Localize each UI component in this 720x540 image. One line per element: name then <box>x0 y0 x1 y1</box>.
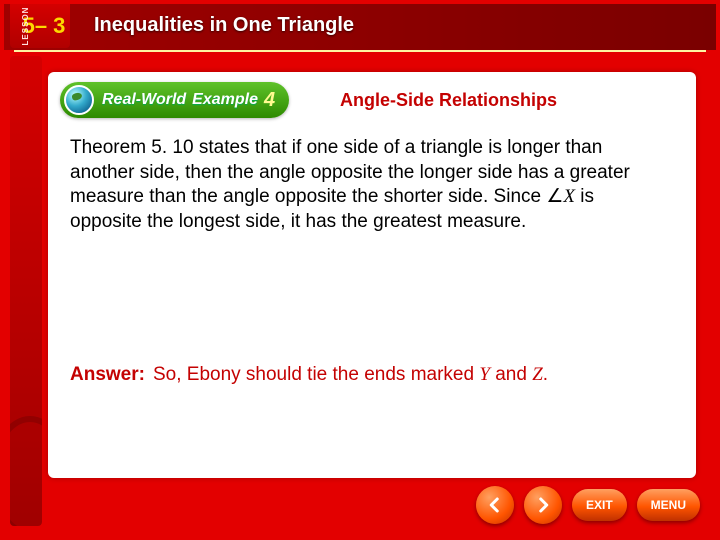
answer-block: Answer: So, Ebony should tie the ends ma… <box>70 364 668 386</box>
exit-button[interactable]: EXIT <box>572 489 627 521</box>
chevron-right-icon <box>534 496 552 514</box>
lesson-tab: LESSON 5– 3 <box>10 4 70 48</box>
badge-label-1: Real-World <box>102 91 186 109</box>
slide-frame: LESSON 5– 3 Inequalities in One Triangle… <box>0 0 720 540</box>
chapter-title: Inequalities in One Triangle <box>94 14 354 37</box>
var-y: Y <box>479 364 490 385</box>
answer-t2: and <box>490 364 532 385</box>
answer-t1: So, Ebony should tie the ends marked <box>153 364 479 385</box>
answer-label: Answer: <box>70 364 145 386</box>
prev-button[interactable] <box>476 486 514 524</box>
theorem-text: Theorem 5. 10 states that if one side of… <box>70 136 668 235</box>
badge-number: 4 <box>264 89 275 112</box>
answer-text: So, Ebony should tie the ends marked Y a… <box>153 364 548 386</box>
example-badge: Real-World Example 4 <box>60 82 289 118</box>
lesson-vert-label: LESSON <box>21 7 30 46</box>
angle-symbol: ∠ <box>546 186 563 207</box>
nav-buttons: EXIT MENU <box>476 486 700 524</box>
next-button[interactable] <box>524 486 562 524</box>
content-panel: Real-World Example 4 Angle-Side Relation… <box>48 72 696 478</box>
globe-icon <box>64 85 94 115</box>
menu-button[interactable]: MENU <box>637 489 700 521</box>
var-x: X <box>563 186 575 207</box>
header-bar: LESSON 5– 3 Inequalities in One Triangle <box>4 4 716 50</box>
example-subtitle: Angle-Side Relationships <box>340 90 557 111</box>
badge-label-2: Example <box>192 91 258 109</box>
answer-t3: . <box>543 364 548 385</box>
var-z: Z <box>532 364 543 385</box>
header-divider <box>14 50 706 52</box>
chevron-left-icon <box>486 496 504 514</box>
left-rail <box>10 56 42 526</box>
swirl-decoration <box>10 416 42 526</box>
